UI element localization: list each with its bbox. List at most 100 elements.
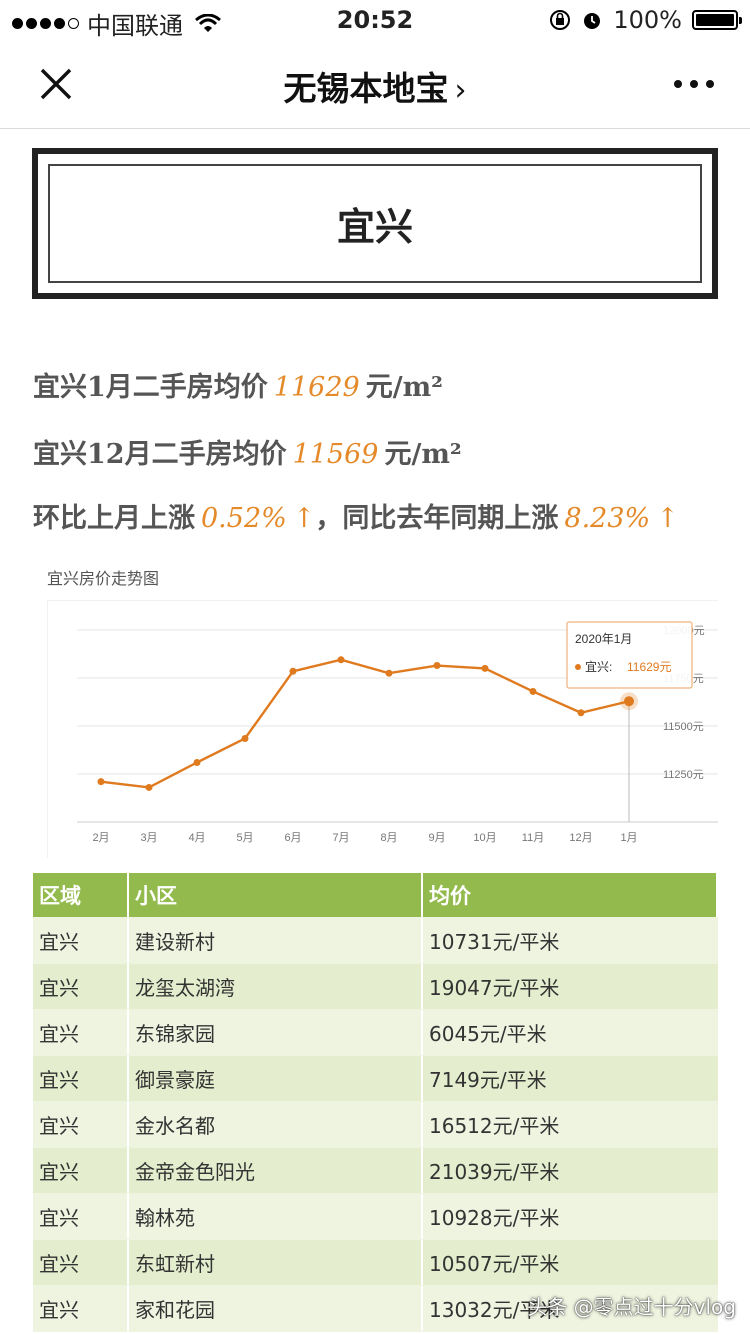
price-table: 区域 小区 均价 宜兴 建设新村 10731元/平米 宜兴 龙玺太湖湾 19047元/平米… (33, 873, 718, 1332)
cell-price: 19047元/平米 (429, 976, 560, 1000)
data-point (529, 687, 537, 695)
dec-price-label: 宜兴12月二手房均价 (33, 439, 287, 470)
tooltip-series: 宜兴: (585, 659, 612, 674)
cell-community: 建设新村 (129, 918, 423, 963)
close-icon[interactable] (38, 66, 74, 102)
battery-percent: 100% (613, 6, 682, 34)
table-header: 区域 小区 均价 (33, 873, 718, 918)
jan-price-label: 宜兴1月二手房均价 (33, 372, 268, 403)
cell-community: 家和花园 (129, 1286, 423, 1331)
x-tick-label: 8月 (380, 832, 397, 844)
header-district: 区域 (33, 873, 129, 917)
city-name: 宜兴 (48, 164, 702, 283)
status-left: 中国联通 (12, 6, 221, 41)
tooltip-box (566, 621, 693, 689)
dec-price-line: 宜兴12月二手房均价 11569 元/m² (33, 432, 462, 471)
table-row: 宜兴 东锦家园 6045元/平米 (33, 1010, 718, 1056)
price-trend-chart[interactable]: 11250元11500元11750元12000元2月3月4月5月6月7月8月9月… (47, 600, 718, 858)
x-tick-label: 5月 (236, 832, 253, 844)
data-point (145, 783, 153, 791)
data-point (289, 667, 297, 675)
cell-community: 金水名都 (129, 1102, 423, 1147)
cell-price: 13032元/平米 (429, 1298, 560, 1322)
cell-community: 御景豪庭 (129, 1056, 423, 1101)
nav-bar: 无锡本地宝 › (0, 40, 750, 129)
up-arrow-icon: ↑ (292, 503, 316, 534)
cell-district: 宜兴 (33, 1010, 129, 1055)
more-options-icon[interactable] (674, 80, 714, 88)
x-tick-label: 6月 (284, 832, 301, 844)
cell-price: 6045元/平米 (429, 1022, 547, 1046)
data-point (577, 709, 585, 717)
x-tick-label: 2月 (92, 832, 109, 844)
data-point (193, 758, 201, 766)
status-bar: 中国联通 20:52 100% (0, 0, 750, 40)
chevron-right-icon: › (454, 73, 467, 108)
cell-price: 10731元/平米 (429, 930, 560, 954)
cell-district: 宜兴 (33, 1102, 129, 1147)
chart-title: 宜兴房价走势图 (47, 569, 160, 588)
cell-district: 宜兴 (33, 1240, 129, 1285)
cell-district: 宜兴 (33, 1286, 129, 1331)
table-row: 宜兴 翰林苑 10928元/平米 (33, 1194, 718, 1240)
up-arrow-icon: ↑ (656, 503, 679, 534)
jan-price-value: 11629 (273, 372, 360, 403)
nav-title[interactable]: 无锡本地宝 › (0, 62, 750, 110)
change-line: 环比上月上涨 0.52% ↑，同比去年同期上涨 8.23% ↑ (33, 496, 679, 535)
data-point (337, 656, 345, 664)
data-point (433, 662, 441, 670)
series-line (100, 658, 630, 789)
table-row: 宜兴 龙玺太湖湾 19047元/平米 (33, 964, 718, 1010)
tooltip-dot (575, 664, 581, 670)
status-right: 100% (549, 6, 742, 34)
cell-price: 7149元/平米 (429, 1068, 547, 1092)
jan-price-unit: 元/m² (365, 372, 443, 403)
nav-title-text: 无锡本地宝 (283, 69, 449, 108)
watermark: 头条 @零点过十分vlog (527, 1295, 736, 1319)
table-row: 宜兴 金水名都 16512元/平米 (33, 1102, 718, 1148)
city-banner: 宜兴 (32, 148, 718, 299)
cell-district: 宜兴 (33, 1148, 129, 1193)
table-row: 宜兴 金帝金色阳光 21039元/平米 (33, 1148, 718, 1194)
signal-icon (12, 18, 79, 29)
x-tick-label: 12月 (569, 832, 592, 844)
cell-community: 东锦家园 (129, 1010, 423, 1055)
cell-district: 宜兴 (33, 918, 129, 963)
jan-price-line: 宜兴1月二手房均价 11629 元/m² (33, 365, 443, 404)
carrier-label: 中国联通 (87, 12, 183, 40)
data-point (385, 669, 393, 677)
yoy-label: ，同比去年同期上涨 (315, 503, 559, 534)
yoy-value: 8.23% (564, 503, 651, 534)
cell-price: 21039元/平米 (429, 1160, 560, 1184)
dec-price-unit: 元/m² (384, 439, 462, 470)
tooltip-value: 11629元 (627, 660, 671, 674)
x-tick-label: 9月 (428, 832, 445, 844)
mom-label: 环比上月上涨 (33, 503, 195, 534)
table-row: 宜兴 建设新村 10731元/平米 (33, 918, 718, 964)
cell-community: 翰林苑 (129, 1194, 423, 1239)
table-row: 宜兴 家和花园 13032元/平米 (33, 1286, 718, 1332)
alarm-icon (584, 13, 601, 29)
tooltip-title: 2020年1月 (575, 632, 632, 646)
cell-community: 东虹新村 (129, 1240, 423, 1285)
cell-community: 龙玺太湖湾 (129, 964, 423, 1009)
cell-district: 宜兴 (33, 1194, 129, 1239)
table-row: 宜兴 御景豪庭 7149元/平米 (33, 1056, 718, 1102)
battery-icon (692, 10, 742, 30)
mom-value: 0.52% (201, 503, 287, 534)
x-tick-label: 1月 (620, 832, 637, 844)
x-tick-label: 7月 (332, 832, 349, 844)
x-tick-label: 11月 (522, 832, 544, 844)
table-row: 宜兴 东虹新村 10507元/平米 (33, 1240, 718, 1286)
data-point (241, 734, 249, 742)
cell-price: 10507元/平米 (429, 1252, 560, 1276)
cell-community: 金帝金色阳光 (129, 1148, 423, 1193)
data-point (481, 664, 489, 672)
cell-district: 宜兴 (33, 1056, 129, 1101)
cell-district: 宜兴 (33, 964, 129, 1009)
x-tick-label: 4月 (188, 832, 205, 844)
x-tick-label: 10月 (473, 832, 496, 844)
orientation-lock-icon (550, 10, 571, 30)
x-tick-label: 3月 (140, 832, 157, 844)
data-point (624, 696, 634, 707)
